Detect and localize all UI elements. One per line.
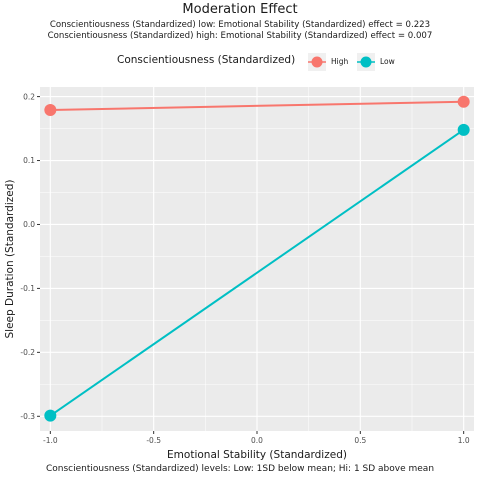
y-tick-label: 0.2 bbox=[23, 92, 35, 101]
legend-label-low: Low bbox=[380, 57, 395, 66]
y-axis-title: Sleep Duration (Standardized) bbox=[4, 180, 16, 339]
chart-title: Moderation Effect bbox=[182, 2, 298, 17]
x-axis-title: Emotional Stability (Standardized) bbox=[167, 449, 347, 461]
chart-caption: Conscientiousness (Standardized) levels:… bbox=[45, 464, 435, 474]
data-point-high bbox=[44, 104, 57, 117]
data-point-low bbox=[457, 123, 470, 136]
y-tick-label: -0.1 bbox=[20, 284, 35, 293]
grid-major bbox=[40, 87, 474, 431]
x-tick-label: 0.0 bbox=[251, 436, 263, 445]
legend-title: Conscientiousness (Standardized) bbox=[117, 54, 296, 66]
y-tick-label: -0.2 bbox=[20, 348, 35, 357]
legend-label-high: High bbox=[331, 57, 349, 66]
x-tick-label: -1.0 bbox=[43, 436, 58, 445]
data-point-low bbox=[44, 409, 57, 422]
series-line-low bbox=[49, 129, 465, 417]
x-axis: -1.0 -0.5 0.0 0.5 1.0 bbox=[43, 431, 470, 445]
x-tick-label: -0.5 bbox=[146, 436, 161, 445]
y-tick-label: 0.0 bbox=[23, 220, 35, 229]
data-point-high bbox=[457, 95, 470, 108]
legend-key-high bbox=[308, 53, 326, 71]
chart-subtitle-line-1: Conscientiousness (Standardized) low: Em… bbox=[49, 20, 431, 30]
legend: Conscientiousness (Standardized) High Lo… bbox=[0, 53, 480, 71]
series-line-high bbox=[50, 100, 464, 112]
y-tick-label: -0.3 bbox=[20, 412, 35, 421]
y-tick-label: 0.1 bbox=[23, 156, 35, 165]
y-axis: -0.3 -0.2 -0.1 0.0 0.1 0.2 bbox=[20, 92, 40, 421]
x-tick-label: 1.0 bbox=[458, 436, 470, 445]
x-tick-label: 0.5 bbox=[354, 436, 366, 445]
series-layer bbox=[44, 95, 470, 422]
legend-key-low bbox=[357, 53, 375, 71]
chart-subtitle-line-2: Conscientiousness (Standardized) high: E… bbox=[47, 31, 433, 41]
